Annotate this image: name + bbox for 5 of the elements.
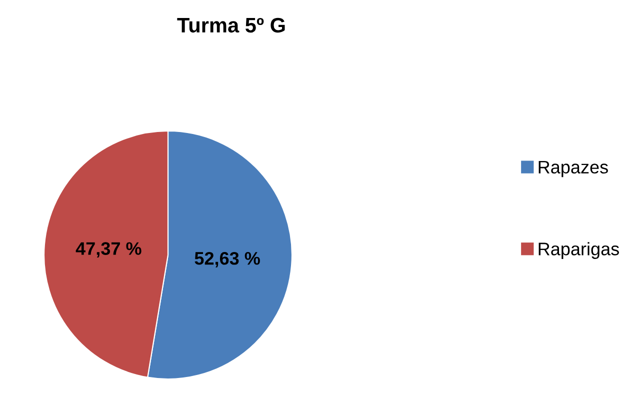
- chart-title: Turma 5º G: [177, 18, 285, 33]
- data-label: 47,37 %: [76, 242, 142, 258]
- data-label: 52,63 %: [194, 252, 260, 268]
- legend-label: Raparigas: [538, 242, 619, 259]
- legend-label: Rapazes: [538, 160, 608, 178]
